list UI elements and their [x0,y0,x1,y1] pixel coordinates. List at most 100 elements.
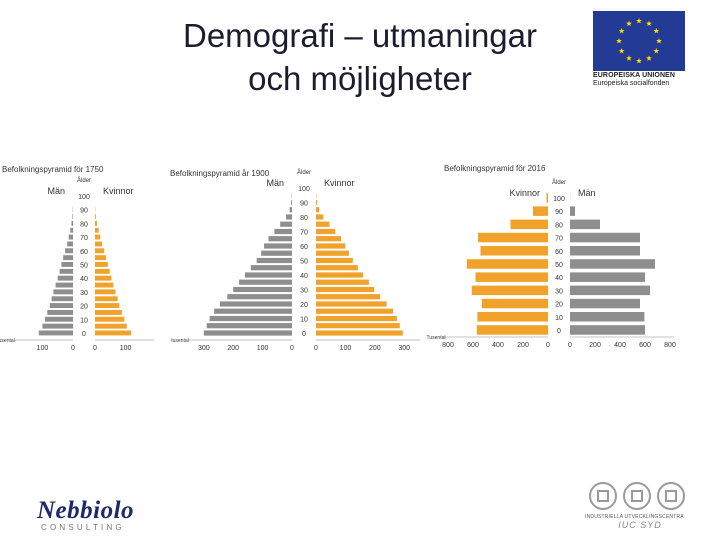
female-bar [316,250,349,256]
female-bar [316,294,381,300]
age-tick-label: 30 [300,288,308,295]
eu-logo-text-1: EUROPEISKA UNIONEN [593,72,676,79]
x-tick-label: 0 [71,345,75,352]
age-tick-label: 70 [300,230,308,237]
female-bar [95,248,105,254]
female-bar [316,265,358,271]
female-bar [316,214,324,220]
age-tick-label: 10 [300,317,308,324]
nebbiolo-logo: Nebbiolo CONSULTING [37,498,157,532]
female-bar [316,308,394,314]
age-tick-label: 0 [302,331,306,338]
age-tick-label: 90 [80,208,88,215]
x-tick-label: 100 [340,345,352,352]
age-tick-label: 50 [555,262,563,269]
age-tick-label: 90 [555,209,563,216]
male-bar [239,279,292,285]
age-tick-label: 30 [555,288,563,295]
age-axis-label: Ålder [552,179,566,186]
male-bar [219,301,292,307]
age-tick-label: 60 [300,244,308,251]
male-bar [227,294,292,300]
male-bar [268,236,292,242]
male-bar [280,221,292,227]
female-bar [480,246,548,256]
eu-logo: EUROPEISKA UNIONEN Europeiska socialfond… [593,11,687,88]
male-bar [261,250,292,256]
female-bar [481,298,549,309]
male-bar [570,219,600,230]
male-bar [570,285,650,296]
female-bar [316,236,341,242]
x-tick-label: 600 [639,342,651,349]
male-bar [206,323,292,329]
female-bar [316,207,320,213]
female-bar [316,330,403,336]
unit-label: tusental [171,338,189,344]
left-series-label: Kvinnor [509,188,540,198]
x-tick-label: 100 [257,345,269,352]
x-tick-label: 200 [369,345,381,352]
age-axis-label: Ålder [77,177,91,184]
female-bar [471,285,549,296]
female-bar [95,262,108,267]
iuc-mark-icon [657,482,685,510]
male-bar [203,330,292,336]
female-bar [476,325,549,335]
x-tick-label: 0 [568,342,572,349]
male-bar [250,265,292,271]
male-bar [44,316,73,322]
female-bar [316,272,364,278]
male-bar [570,259,655,269]
iuc-mark-icon [589,482,617,510]
female-bar [95,330,132,336]
age-tick-label: 100 [78,194,90,201]
male-bar [59,268,73,274]
eu-stars-icon [616,18,662,64]
age-tick-label: 60 [80,249,88,256]
female-bar [316,243,346,249]
female-bar [316,315,397,322]
male-bar [68,234,73,240]
female-bar [316,221,330,227]
title-line-2: och möjligheter [248,60,472,97]
x-tick-label: 100 [37,345,49,352]
male-bar [55,282,73,288]
age-tick-label: 60 [555,249,563,256]
x-tick-label: 800 [442,342,454,349]
male-bar [71,220,73,226]
population-pyramids: Befolkningspyramid för 1750 Män Kvinnor Åld… [0,164,676,352]
age-tick-label: 0 [557,328,561,335]
female-bar [95,303,120,308]
x-tick-label: 400 [614,342,626,349]
eu-star-icon [618,28,625,34]
eu-star-icon [636,18,642,24]
eu-star-icon [656,38,662,44]
age-tick-label: 10 [80,317,88,324]
male-bar [291,199,292,206]
age-tick-label: 70 [80,235,88,242]
female-bar [466,259,549,269]
male-bar [570,325,645,335]
eu-star-icon [653,48,660,54]
female-bar [316,257,353,264]
x-tick-label: 300 [398,345,410,352]
age-tick-label: 100 [298,186,310,193]
female-bar [95,241,102,247]
x-tick-label: 300 [198,345,210,352]
male-bar [286,214,292,220]
female-bar [95,316,125,322]
chart-title: Befolkningspyramid för 1750 [2,165,104,174]
male-bar [570,206,575,216]
iuc-logo: INDUSTRIELLA UTVECKLINGSCENTRA IUC SYD [585,482,695,530]
female-bar [316,301,387,307]
age-tick-label: 100 [553,196,565,203]
age-tick-label: 20 [80,304,88,311]
age-tick-label: 80 [80,221,88,228]
male-bar [49,303,73,308]
chart-title: Befolkningspyramid år 1900 [170,169,270,178]
female-bar [478,232,548,243]
male-bar [570,232,640,243]
female-bar [95,214,96,219]
iuc-mark-icons [585,482,695,512]
